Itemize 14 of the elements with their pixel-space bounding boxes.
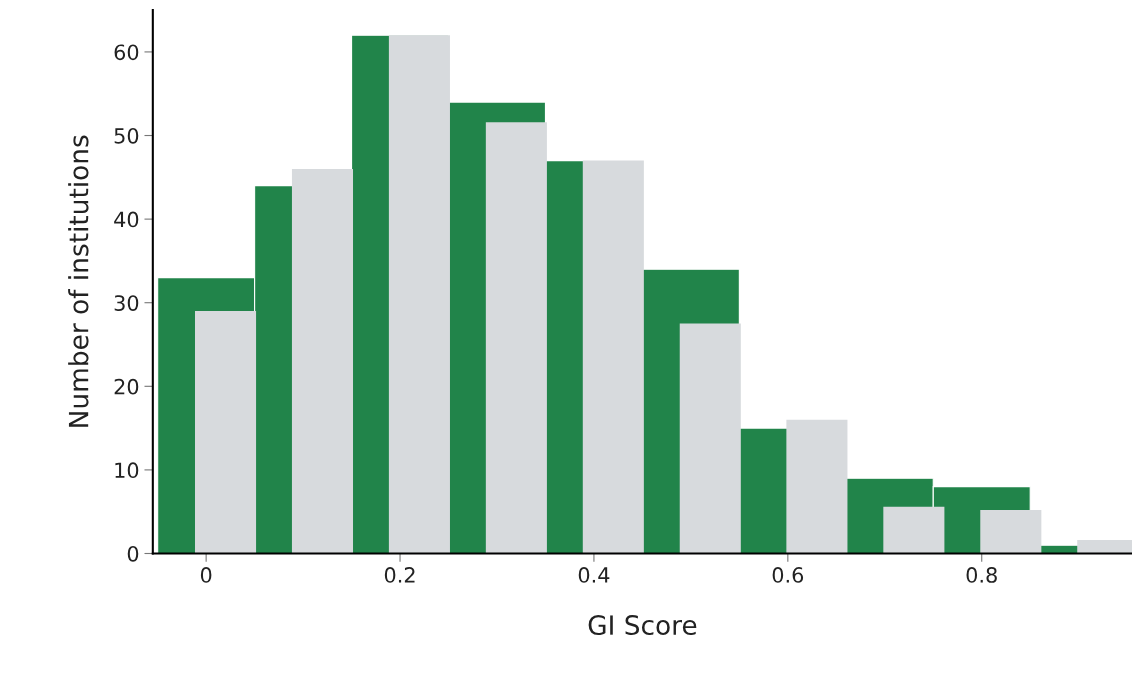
x-tick-label: 0 (200, 567, 212, 583)
x-tick-label: 0.4 (578, 567, 610, 583)
y-tick-label: 0 (127, 545, 139, 562)
y-axis-title: Number of institutions (68, 135, 89, 427)
x-tick-label: 0.2 (384, 567, 415, 583)
x-tick-label: 0.6 (772, 567, 804, 583)
y-tick-label: 30 (114, 295, 139, 311)
y-tick-label: 40 (114, 211, 139, 228)
y-tick-label: 10 (115, 462, 139, 479)
x-axis-title: GI Score (588, 615, 697, 636)
y-tick-label: 60 (114, 44, 139, 61)
y-tick-label: 50 (114, 127, 139, 144)
y-tick-label: 20 (114, 378, 139, 395)
x-tick-label: 0.8 (966, 567, 997, 583)
